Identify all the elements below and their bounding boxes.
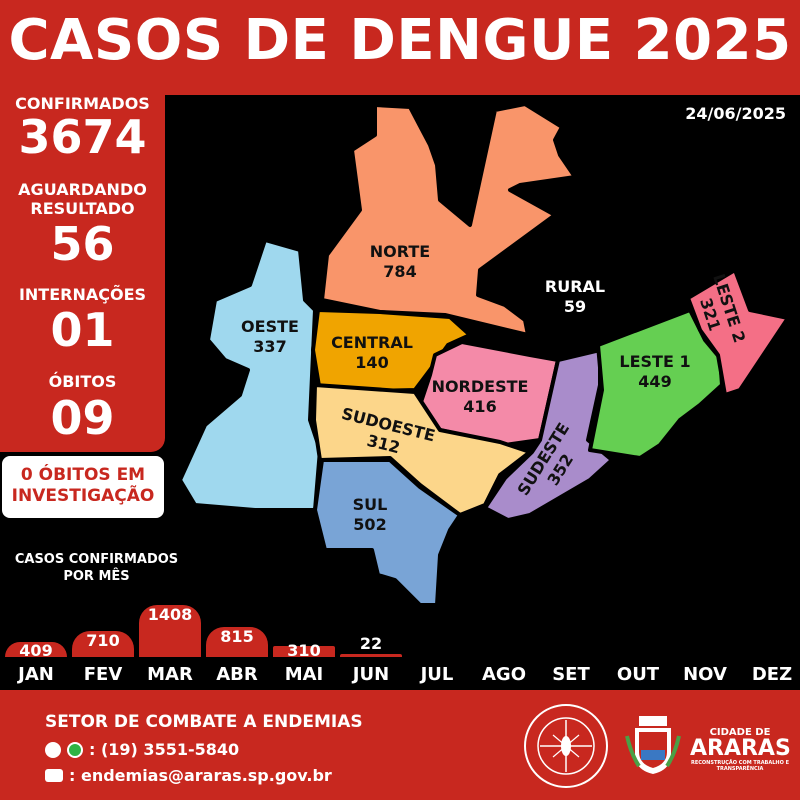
month-value-mai: 310 bbox=[287, 641, 321, 660]
month-bar-jun bbox=[340, 654, 402, 657]
zone-sul bbox=[313, 458, 462, 607]
cidade-line-1: CIDADE DE bbox=[709, 727, 771, 738]
confirmados-value: 3674 bbox=[18, 110, 147, 164]
obitos-investigacao-box: 0 ÓBITOS EM INVESTIGAÇÃO bbox=[2, 456, 164, 518]
obitos-value: 09 bbox=[50, 391, 115, 445]
investigacao-line-1: 0 ÓBITOS EM bbox=[20, 465, 146, 485]
monthly-title-line-2: POR MÊS bbox=[63, 569, 130, 584]
investigacao-line-2: INVESTIGAÇÃO bbox=[11, 486, 155, 506]
whatsapp-icon bbox=[67, 741, 83, 758]
month-value-jun: 22 bbox=[359, 634, 383, 653]
zone-label-central: CENTRAL 140 bbox=[331, 333, 413, 372]
month-label-mar: MAR bbox=[147, 664, 193, 685]
zone-label-oeste: OESTE 337 bbox=[241, 317, 299, 356]
phone-row: : (19) 3551-5840 bbox=[45, 740, 239, 759]
zone-nordeste bbox=[418, 340, 560, 447]
report-date: 24/06/2025 bbox=[685, 104, 786, 123]
cidade-line-3: RECONSTRUÇÃO COM TRABALHO E TRANSPARÊNCI… bbox=[690, 760, 790, 772]
month-bar-mai bbox=[273, 646, 335, 657]
internacoes-label: INTERNAÇÕES bbox=[18, 285, 147, 304]
phone-number: : (19) 3551-5840 bbox=[89, 740, 240, 759]
cidade-de-araras-logo: CIDADE DE ARARAS RECONSTRUÇÃO COM TRABAL… bbox=[690, 727, 791, 772]
zone-oeste bbox=[178, 238, 322, 512]
month-bar-jan bbox=[5, 642, 67, 657]
stats-panel: CONFIRMADOS 3674 AGUARDANDO RESULTADO 56… bbox=[0, 95, 165, 452]
confirmados-label: CONFIRMADOS bbox=[15, 94, 150, 113]
month-label-mai: MAI bbox=[284, 664, 324, 685]
zone-label-norte: NORTE 784 bbox=[370, 242, 430, 281]
month-label-jan: JAN bbox=[18, 664, 54, 685]
zone-leste-2 bbox=[686, 268, 790, 397]
month-label-abr: ABR bbox=[216, 664, 258, 685]
obitos-label: ÓBITOS bbox=[48, 372, 117, 391]
month-value-jan: 409 bbox=[19, 641, 53, 660]
araras-crest-logo bbox=[625, 716, 681, 774]
month-label-dez: DEZ bbox=[751, 664, 793, 685]
email-address: : endemias@araras.sp.gov.br bbox=[69, 766, 332, 785]
month-label-fev: FEV bbox=[83, 664, 123, 685]
page-title: CASOS DE DENGUE 2025 bbox=[8, 8, 792, 73]
month-bar-abr bbox=[206, 627, 268, 657]
zone-label-leste-1: LESTE 1 449 bbox=[619, 352, 690, 391]
month-value-fev: 710 bbox=[86, 631, 120, 650]
zone-label-nordeste: NORDESTE 416 bbox=[432, 377, 529, 416]
phone-icon bbox=[45, 741, 61, 758]
month-label-jul: JUL bbox=[420, 664, 454, 685]
month-label-set: SET bbox=[552, 664, 590, 685]
month-label-nov: NOV bbox=[683, 664, 727, 685]
cidade-line-2: ARARAS bbox=[690, 736, 791, 761]
title-band bbox=[0, 0, 800, 95]
month-bar-fev bbox=[72, 631, 134, 657]
zone-label-rural: RURAL 59 bbox=[545, 277, 605, 316]
month-label-jun: JUN bbox=[352, 664, 390, 685]
aguardando-value: 56 bbox=[50, 217, 115, 271]
aguardando-label-1: AGUARDANDO bbox=[18, 180, 147, 199]
email-icon bbox=[45, 769, 63, 782]
month-label-out: OUT bbox=[616, 664, 660, 685]
month-value-mar: 1408 bbox=[147, 605, 193, 624]
month-value-abr: 815 bbox=[220, 627, 254, 646]
setor-title: SETOR DE COMBATE A ENDEMIAS bbox=[45, 712, 363, 732]
aguardando-label-2: RESULTADO bbox=[30, 199, 135, 218]
monthly-title: CASOS CONFIRMADOS POR MÊS bbox=[0, 551, 193, 585]
internacoes-value: 01 bbox=[50, 303, 115, 357]
month-bar-mar bbox=[139, 605, 201, 657]
monthly-title-line-1: CASOS CONFIRMADOS bbox=[14, 552, 179, 567]
email-row: : endemias@araras.sp.gov.br bbox=[45, 766, 332, 785]
endemias-seal-logo bbox=[524, 704, 608, 788]
zone-norte bbox=[320, 102, 577, 337]
zone-label-sul: SUL 502 bbox=[353, 495, 388, 534]
month-label-ago: AGO bbox=[481, 664, 526, 685]
